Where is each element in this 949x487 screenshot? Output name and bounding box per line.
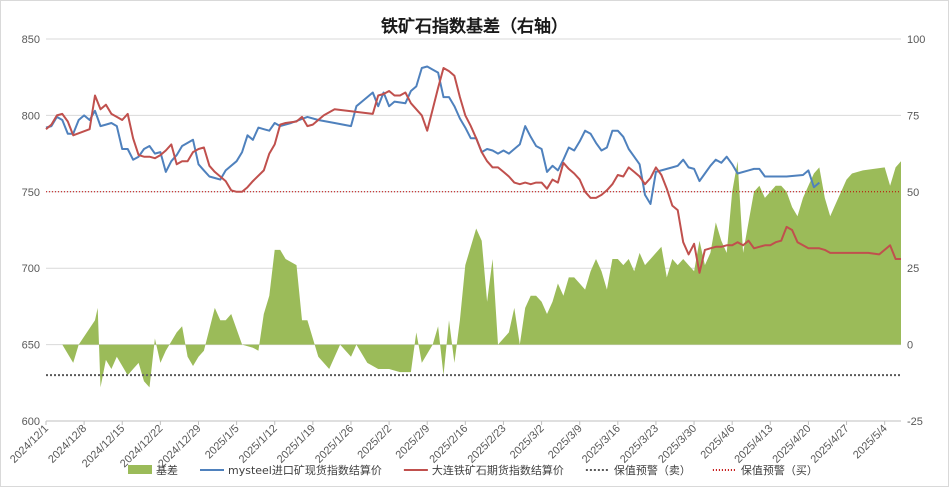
right-tick-label: 100 [907,34,925,46]
legend-label: 大连铁矿石期货指数结算价 [432,463,564,477]
x-tick-label: 2025/4/27 [809,423,852,466]
x-tick-label: 2025/4/6 [699,423,738,462]
legend-label: 基差 [156,463,178,477]
right-tick-label: 50 [907,187,919,199]
x-tick-label: 2025/3/16 [580,423,623,466]
x-tick-label: 2025/1/5 [203,423,242,462]
x-tick-label: 2025/3/23 [618,423,661,466]
left-tick-label: 600 [22,416,40,428]
x-tick-label: 2025/1/12 [237,423,280,466]
dalian-futures-line [45,67,901,274]
right-tick-label: 0 [907,340,913,352]
legend-label: mysteel进口矿现货指数结算价 [228,463,382,477]
x-tick-label: 2025/2/16 [427,423,470,466]
legend-label: 保值预警（买） [741,463,818,477]
x-tick-label: 2024/12/1 [8,423,51,466]
x-tick-label: 2025/3/2 [508,423,547,462]
x-tick-label: 2025/3/30 [656,423,699,466]
x-tick-label: 2025/2/9 [394,423,433,462]
legend-swatch-basis [128,465,152,474]
x-tick-label: 2025/1/19 [275,423,318,466]
x-tick-label: 2025/1/26 [313,423,356,466]
mysteel-line [45,65,820,205]
left-tick-label: 650 [22,340,40,352]
x-tick-label: 2025/3/9 [546,423,585,462]
chart-title: 铁矿石指数基差（右轴） [381,17,568,37]
x-tick-label: 2025/4/20 [770,423,813,466]
x-tick-label: 2025/2/23 [465,423,508,466]
left-tick-label: 850 [22,34,40,46]
right-tick-label: 25 [907,263,919,275]
legend-label: 保值预警（卖） [614,463,691,477]
right-tick-label: -25 [907,416,923,428]
x-tick-label: 2025/2/2 [355,423,394,462]
left-tick-label: 750 [22,187,40,199]
left-tick-label: 800 [22,110,40,122]
basis-area [46,161,901,388]
x-tick-label: 2025/4/13 [732,423,775,466]
x-tick-label: 2025/5/4 [851,423,890,462]
right-tick-label: 75 [907,110,919,122]
left-tick-label: 700 [22,263,40,275]
